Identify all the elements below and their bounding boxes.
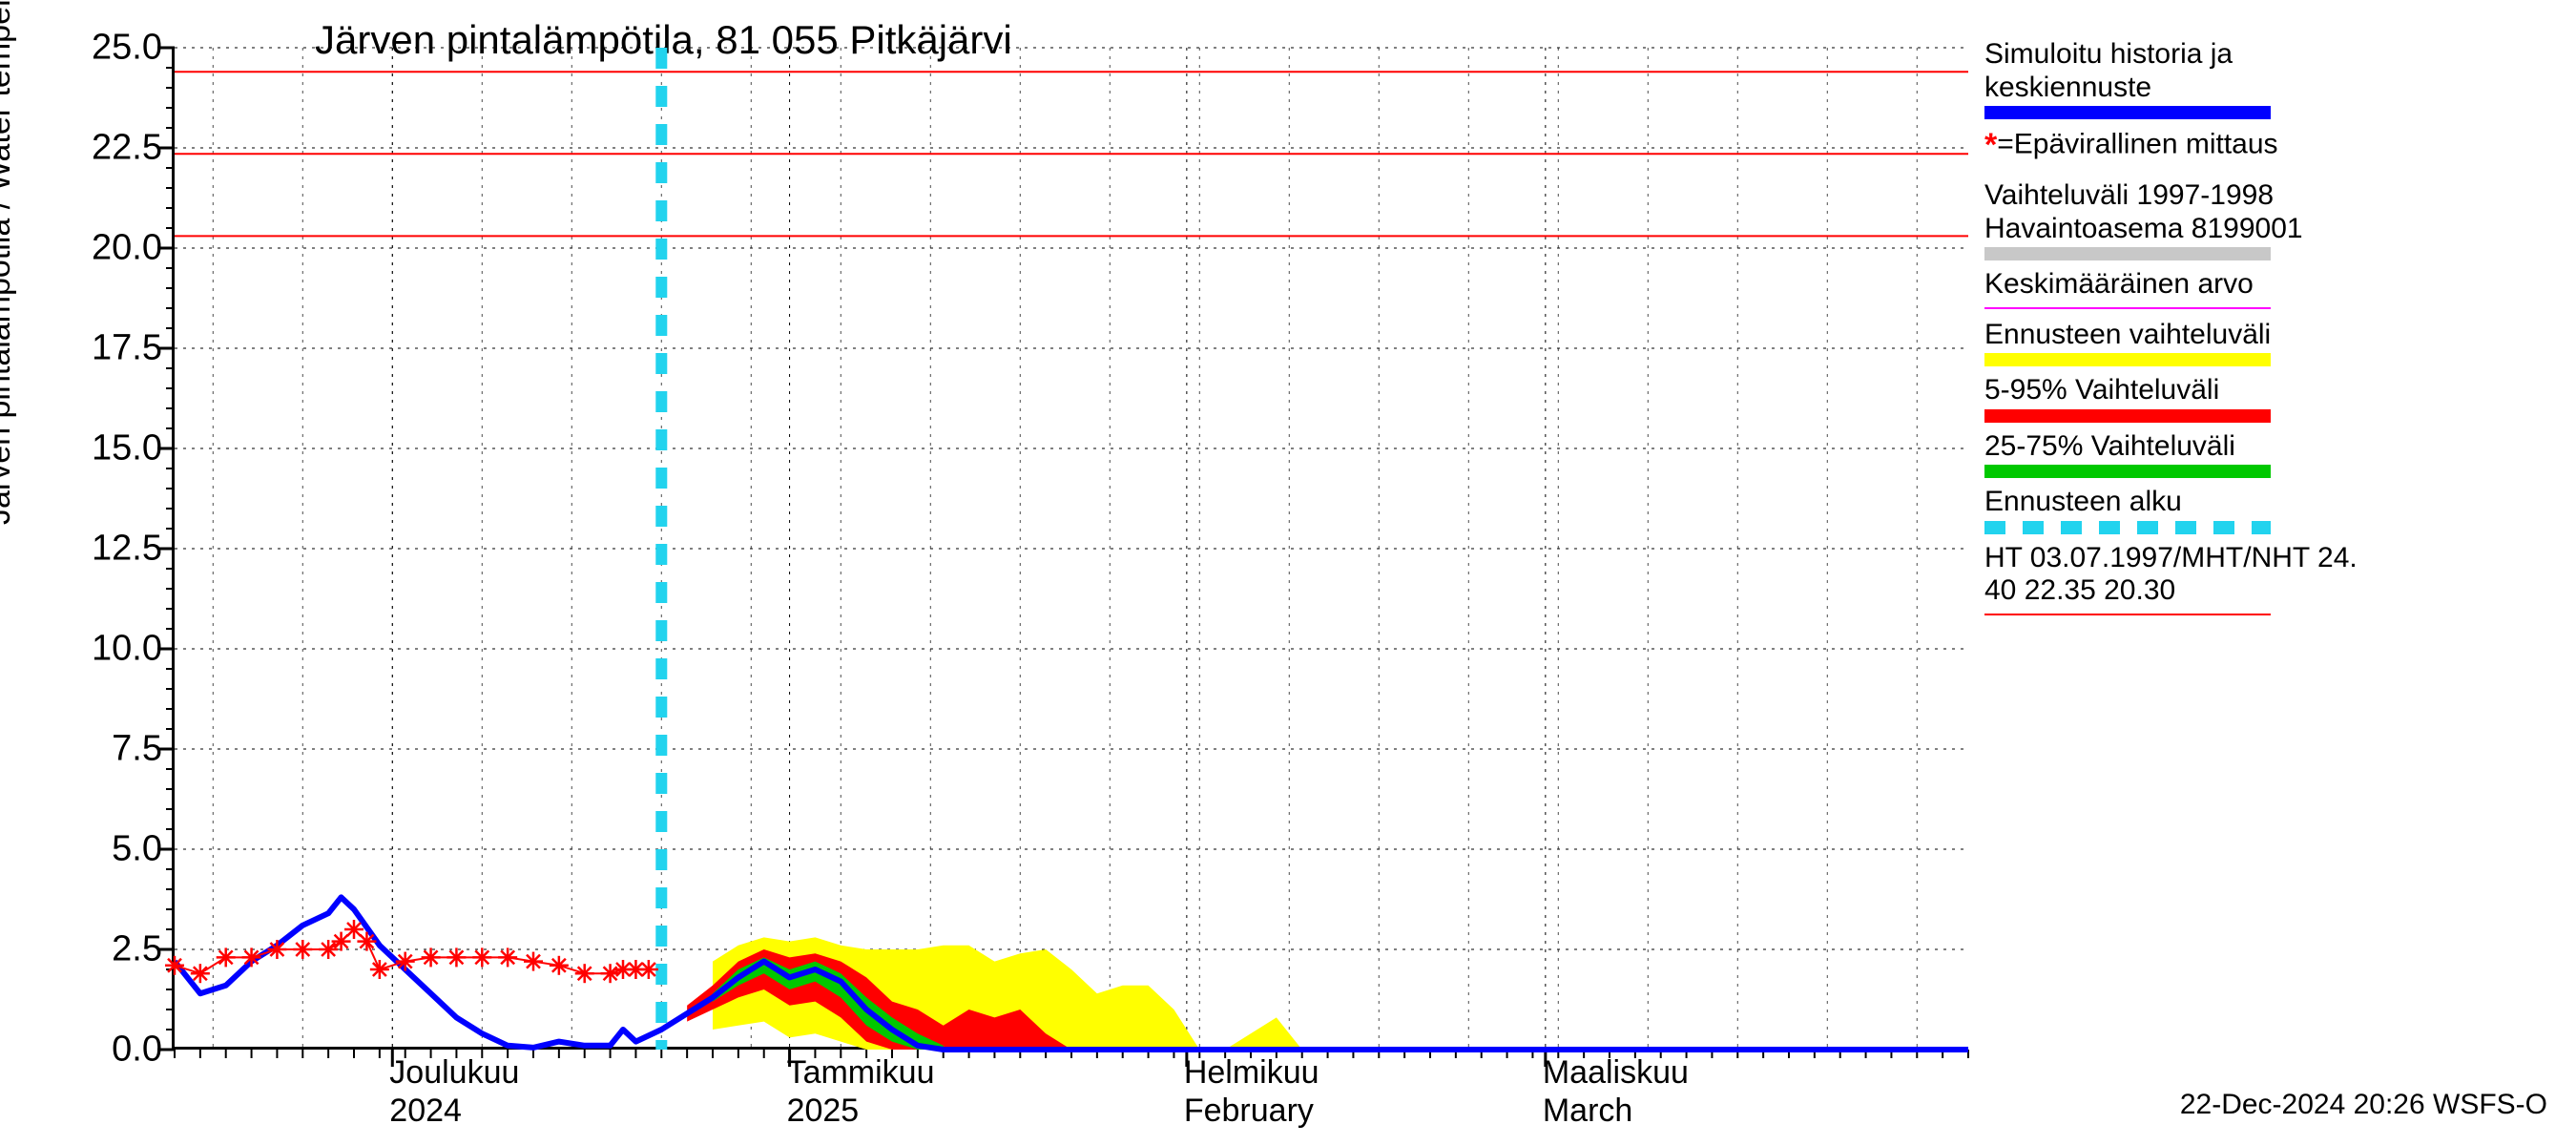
asterisk-icon: * xyxy=(1984,127,1997,164)
y-tick-label: 5.0 xyxy=(19,829,162,870)
plot-area xyxy=(172,48,1965,1050)
y-axis-label: Järven pintalämpötila / Water temperatur… xyxy=(0,0,18,525)
x-tick-year: 2024 xyxy=(389,1093,462,1130)
y-tick-label: 17.5 xyxy=(19,328,162,369)
legend-label: 5-95% Vaihteluväli xyxy=(1984,374,2557,407)
x-tick-month: Tammikuu xyxy=(787,1054,935,1092)
legend-swatch xyxy=(1984,307,2271,309)
x-tick-year: 2025 xyxy=(787,1093,860,1130)
footer-timestamp: 22-Dec-2024 20:26 WSFS-O xyxy=(2180,1089,2547,1121)
y-tick-label: 20.0 xyxy=(19,228,162,269)
legend-swatch xyxy=(1984,353,2271,366)
legend-item: Ennusteen alku xyxy=(1984,486,2557,534)
chart-container: Järven pintalämpötila / Water temperatur… xyxy=(0,0,2576,1145)
y-tick-label: 22.5 xyxy=(19,128,162,169)
legend-label: HT 03.07.1997/MHT/NHT 24. xyxy=(1984,542,2557,575)
legend-label: Simuloitu historia ja xyxy=(1984,38,2557,72)
y-tick-label: 25.0 xyxy=(19,28,162,69)
y-tick-label: 7.5 xyxy=(19,729,162,770)
legend-item: HT 03.07.1997/MHT/NHT 24.40 22.35 20.30 xyxy=(1984,542,2557,615)
x-tick-month: Joulukuu xyxy=(389,1054,519,1092)
legend-item: Ennusteen vaihteluväli xyxy=(1984,319,2557,367)
y-tick-label: 0.0 xyxy=(19,1030,162,1071)
x-tick-year: February xyxy=(1184,1093,1314,1130)
legend-label: Ennusteen vaihteluväli xyxy=(1984,319,2557,352)
legend-item: Vaihteluväli 1997-1998 Havaintoasema 819… xyxy=(1984,179,2557,260)
legend-label: Ennusteen alku xyxy=(1984,486,2557,519)
x-tick-year: March xyxy=(1543,1093,1632,1130)
legend-label: =Epävirallinen mittaus xyxy=(1997,128,2277,159)
y-tick-label: 2.5 xyxy=(19,929,162,970)
legend-label: 25-75% Vaihteluväli xyxy=(1984,430,2557,464)
legend-label: 40 22.35 20.30 xyxy=(1984,574,2557,608)
legend-label: Havaintoasema 8199001 xyxy=(1984,213,2557,246)
chart-svg xyxy=(175,48,1968,1050)
legend-label: keskiennuste xyxy=(1984,72,2557,105)
legend-swatch xyxy=(1984,465,2271,478)
legend-item: 5-95% Vaihteluväli xyxy=(1984,374,2557,423)
y-tick-label: 15.0 xyxy=(19,428,162,469)
legend-swatch xyxy=(1984,409,2271,423)
legend: Simuloitu historia jakeskiennuste *=Epävi… xyxy=(1984,38,2557,625)
legend-item: Simuloitu historia jakeskiennuste xyxy=(1984,38,2557,119)
x-tick-month: Maaliskuu xyxy=(1543,1054,1689,1092)
legend-label: Vaihteluväli 1997-1998 xyxy=(1984,179,2557,213)
legend-swatch xyxy=(1984,106,2271,119)
legend-item: *=Epävirallinen mittaus xyxy=(1984,127,2557,176)
y-tick-label: 12.5 xyxy=(19,529,162,570)
legend-label: Keskimääräinen arvo xyxy=(1984,268,2557,302)
legend-item: Keskimääräinen arvo xyxy=(1984,268,2557,309)
legend-item: 25-75% Vaihteluväli xyxy=(1984,430,2557,479)
y-tick-label: 10.0 xyxy=(19,629,162,670)
x-tick-month: Helmikuu xyxy=(1184,1054,1319,1092)
legend-swatch xyxy=(1984,614,2271,615)
legend-swatch xyxy=(1984,521,2271,534)
legend-swatch xyxy=(1984,247,2271,260)
